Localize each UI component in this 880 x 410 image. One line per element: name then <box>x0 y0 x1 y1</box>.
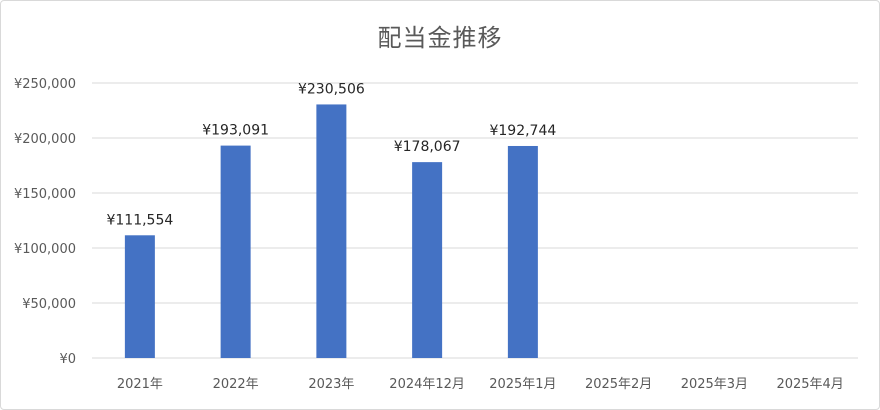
data-label: ¥111,554 <box>106 212 173 228</box>
x-tick-label: 2024年12月 <box>389 377 465 392</box>
x-tick-label: 2023年 <box>308 377 354 392</box>
y-tick-label: ¥150,000 <box>14 187 76 202</box>
bar <box>124 235 155 358</box>
y-tick-label: ¥50,000 <box>22 297 76 312</box>
chart-title: 配当金推移 <box>377 24 503 52</box>
x-tick-label: 2022年 <box>213 377 259 392</box>
data-label: ¥230,506 <box>298 81 365 97</box>
bar <box>220 145 251 358</box>
data-label: ¥193,091 <box>202 123 269 139</box>
y-tick-label: ¥200,000 <box>14 132 76 147</box>
y-tick-label: ¥250,000 <box>14 77 76 92</box>
y-tick-label: ¥100,000 <box>14 242 76 257</box>
x-tick-label: 2025年1月 <box>489 377 556 392</box>
x-tick-label: 2025年3月 <box>681 377 748 392</box>
bar <box>316 104 347 359</box>
gridlines <box>92 82 858 359</box>
x-tick-label: 2021年 <box>117 377 163 392</box>
x-tick-label: 2025年2月 <box>585 377 652 392</box>
data-labels: ¥111,554 ¥193,091 ¥230,506 ¥178,067 ¥192,744 <box>106 81 556 228</box>
data-label: ¥178,067 <box>394 139 461 155</box>
bar <box>412 162 443 358</box>
x-axis-ticks: 2021年 2022年 2023年 2024年12月 2025年1月 2025年2月 202… <box>117 377 844 392</box>
x-tick-label: 2025年4月 <box>776 377 843 392</box>
y-axis-ticks: ¥0 ¥50,000 ¥100,000 ¥150,000 ¥200,000 ¥250,00… <box>14 77 76 367</box>
bars <box>124 104 538 359</box>
y-tick-label: ¥0 <box>59 352 76 367</box>
data-label: ¥192,744 <box>489 123 556 139</box>
bar <box>507 145 538 358</box>
